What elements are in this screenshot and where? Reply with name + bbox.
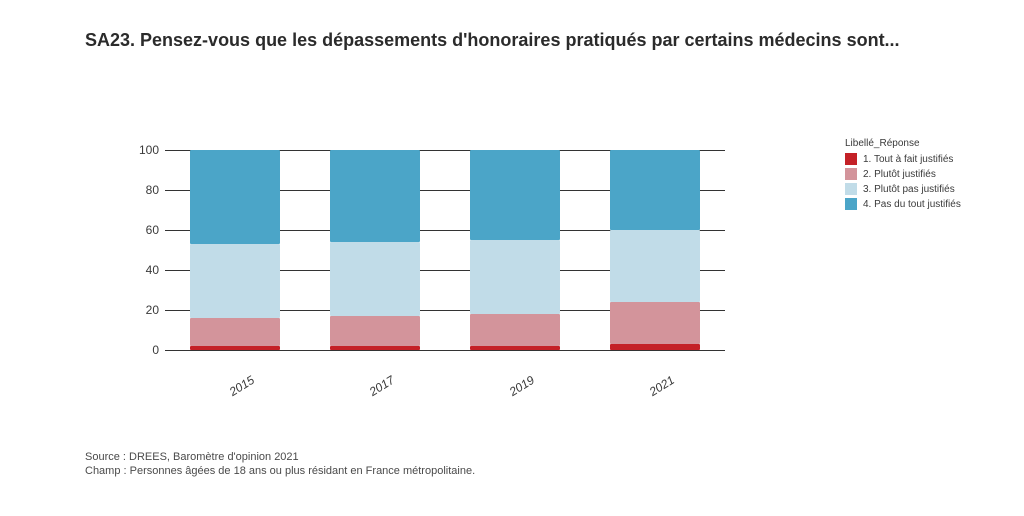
segment-s4	[470, 150, 560, 240]
y-tick-label: 80	[129, 183, 159, 197]
legend-item-s1: 1. Tout à fait justifiés	[845, 153, 961, 165]
x-tick-label: 2021	[620, 356, 704, 416]
legend: Libellé_Réponse 1. Tout à fait justifiés…	[845, 138, 961, 213]
footnotes: Source : DREES, Baromètre d'opinion 2021…	[85, 450, 475, 479]
x-tick-label: 2015	[200, 356, 284, 416]
y-tick-label: 0	[129, 343, 159, 357]
segment-s1	[190, 346, 280, 350]
plot-region: 020406080100	[165, 130, 725, 350]
legend-title: Libellé_Réponse	[845, 138, 961, 149]
segment-s2	[470, 314, 560, 346]
y-tick-label: 100	[129, 143, 159, 157]
bar-2021	[610, 150, 700, 350]
y-tick-label: 60	[129, 223, 159, 237]
bars-group	[165, 130, 725, 350]
legend-item-s3: 3. Plutôt pas justifiés	[845, 183, 961, 195]
gridline	[165, 350, 725, 351]
legend-swatch-icon	[845, 168, 857, 180]
legend-item-s2: 2. Plutôt justifiés	[845, 168, 961, 180]
bar-2017	[330, 150, 420, 350]
legend-item-s4: 4. Pas du tout justifiés	[845, 198, 961, 210]
segment-s3	[330, 242, 420, 316]
legend-items: 1. Tout à fait justifiés 2. Plutôt justif…	[845, 153, 961, 210]
segment-s3	[470, 240, 560, 314]
bar-2019	[470, 150, 560, 350]
segment-s4	[610, 150, 700, 230]
legend-swatch-icon	[845, 198, 857, 210]
legend-label: 1. Tout à fait justifiés	[863, 154, 953, 165]
y-tick-label: 40	[129, 263, 159, 277]
segment-s2	[190, 318, 280, 346]
segment-s2	[610, 302, 700, 344]
x-axis-labels: 2015201720192021	[165, 355, 725, 369]
segment-s3	[190, 244, 280, 318]
segment-s2	[330, 316, 420, 346]
chart-area: 020406080100 2015201720192021	[125, 130, 745, 380]
y-tick-label: 20	[129, 303, 159, 317]
bar-2015	[190, 150, 280, 350]
segment-s1	[470, 346, 560, 350]
segment-s4	[330, 150, 420, 242]
segment-s4	[190, 150, 280, 244]
legend-swatch-icon	[845, 153, 857, 165]
legend-swatch-icon	[845, 183, 857, 195]
segment-s3	[610, 230, 700, 302]
segment-s1	[330, 346, 420, 350]
legend-label: 3. Plutôt pas justifiés	[863, 184, 955, 195]
footnote-source: Source : DREES, Baromètre d'opinion 2021	[85, 450, 475, 464]
legend-label: 4. Pas du tout justifiés	[863, 199, 961, 210]
x-tick-label: 2019	[480, 356, 564, 416]
footnote-champ: Champ : Personnes âgées de 18 ans ou plu…	[85, 464, 475, 478]
legend-label: 2. Plutôt justifiés	[863, 169, 936, 180]
segment-s1	[610, 344, 700, 350]
x-tick-label: 2017	[340, 356, 424, 416]
chart-title: SA23. Pensez-vous que les dépassements d…	[85, 30, 900, 51]
